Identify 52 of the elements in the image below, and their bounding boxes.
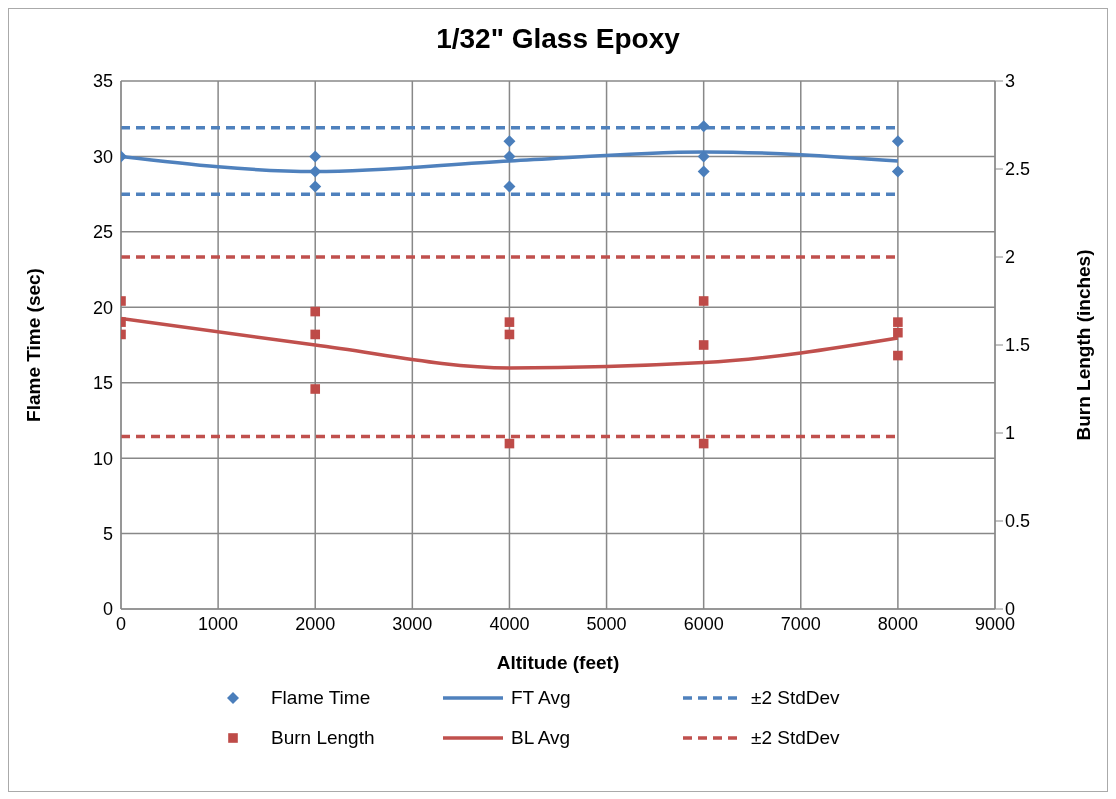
y-tick-label: 20 [92, 297, 113, 318]
x-axis-title: Altitude (feet) [496, 652, 620, 673]
chart-title: 1/32" Glass Epoxy [435, 23, 681, 56]
y2-tick-label: 2 [1005, 247, 1016, 268]
legend-label: ±2 StdDev [751, 727, 840, 749]
point [309, 165, 322, 178]
point [697, 165, 710, 178]
point [697, 150, 710, 163]
point [503, 135, 516, 148]
legend-label: Flame Time [271, 687, 371, 709]
legend-label: FT Avg [511, 687, 571, 709]
point [309, 180, 322, 193]
point [891, 165, 904, 178]
legend-label: ±2 StdDev [751, 687, 840, 709]
point [893, 317, 903, 327]
point [309, 150, 322, 163]
point [891, 135, 904, 148]
x-tick-label: 4000 [489, 613, 530, 634]
y-tick-label: 30 [92, 146, 113, 167]
y-tick-label: 10 [92, 448, 113, 469]
point [698, 340, 709, 350]
point [698, 296, 709, 306]
point [893, 327, 903, 338]
point [504, 317, 515, 327]
y-tick-label: 0 [102, 599, 113, 620]
y-axis-title: Flame Time (sec) [22, 268, 44, 422]
point [503, 180, 516, 193]
point [697, 120, 710, 133]
legend-label: BL Avg [511, 727, 571, 749]
y-tick-label: 15 [92, 373, 113, 394]
x-tick-label: 8000 [877, 613, 918, 634]
y2-tick-label: 2.5 [1005, 159, 1031, 180]
y-tick-label: 5 [102, 523, 113, 544]
point [893, 350, 903, 361]
point [310, 329, 321, 340]
x-tick-label: 1000 [198, 613, 239, 634]
y2-tick-label: 3 [1005, 71, 1016, 92]
y2-axis-title: Burn Length (inches) [1072, 249, 1094, 441]
y-tick-label: 25 [92, 222, 113, 243]
y2-tick-label: 1.5 [1005, 335, 1031, 356]
point [310, 384, 321, 394]
x-tick-label: 2000 [295, 613, 336, 634]
x-tick-label: 6000 [683, 613, 724, 634]
x-tick-label: 0 [115, 613, 127, 634]
x-tick-label: 5000 [586, 613, 627, 634]
legend-label: Burn Length [271, 727, 375, 749]
y2-tick-label: 1 [1005, 423, 1016, 444]
y-tick-label: 35 [92, 71, 113, 92]
y2-tick-label: 0.5 [1005, 511, 1031, 532]
x-tick-label: 7000 [780, 613, 821, 634]
point [310, 306, 321, 317]
x-tick-label: 3000 [392, 613, 433, 634]
